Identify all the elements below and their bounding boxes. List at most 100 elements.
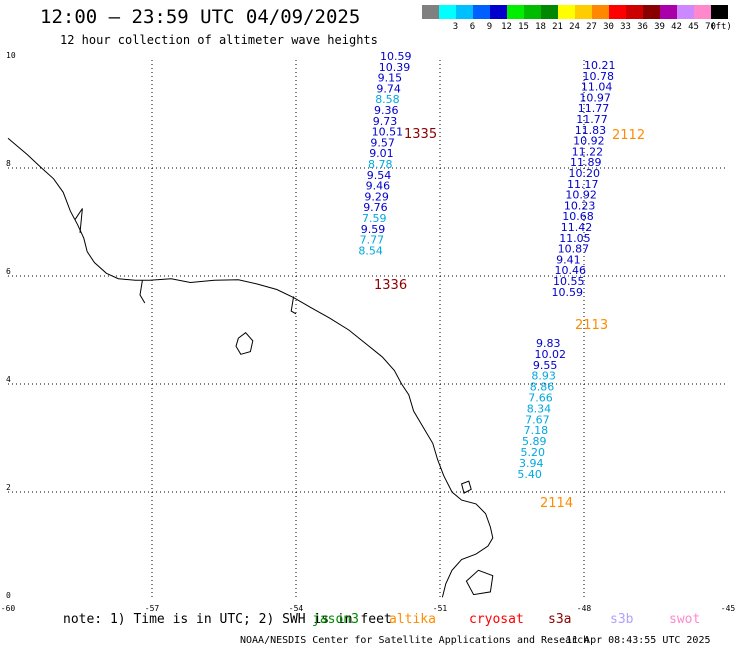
page-title: 12:00 – 23:59 UTC 04/09/2025 (40, 6, 361, 28)
lat-tick-label: 4 (6, 375, 11, 384)
wave-height-label: 11.77 (578, 102, 610, 115)
wave-height-label: 7.67 (525, 413, 550, 426)
wave-height-label: 9.83 (536, 337, 561, 350)
lat-tick-label: 2 (6, 483, 11, 492)
wave-height-label: 10.51 (372, 126, 404, 139)
lat-tick-label: 6 (6, 267, 11, 276)
wave-height-label: 9.74 (376, 82, 401, 95)
wave-height-label: 9.73 (373, 115, 398, 128)
legend-swatch (609, 5, 626, 19)
legend-swatch (422, 5, 439, 19)
legend-swatch (592, 5, 609, 19)
wave-height-label: 10.21 (584, 59, 616, 72)
legend-swatch (507, 5, 524, 19)
wave-height-label: 7.18 (524, 424, 549, 437)
legend-swatch (575, 5, 592, 19)
wave-height-label: 10.59 (380, 50, 412, 63)
lat-tick-label: 10 (6, 51, 16, 60)
wave-height-label: 9.15 (378, 72, 403, 85)
legend-label: 15 (518, 22, 529, 32)
river-outline (139, 280, 146, 304)
wave-height-label: 9.55 (533, 359, 558, 372)
coastline (7, 137, 494, 598)
legend-label: 18 (535, 22, 546, 32)
legend-sat-s3a: s3a (548, 612, 572, 627)
legend-swatch (626, 5, 643, 19)
wave-height-label: 5.20 (521, 446, 546, 459)
wave-height-label: 11.42 (561, 221, 593, 234)
legend-label: 33 (620, 22, 631, 32)
wave-height-label: 11.05 (559, 232, 591, 245)
legend-sat-swot: swot (669, 612, 701, 627)
legend-label: 24 (569, 22, 580, 32)
pass-label: 1336 (374, 278, 407, 293)
wave-height-label: 11.17 (567, 178, 599, 191)
lon-tick-label: -60 (1, 604, 16, 613)
lat-tick-label: 8 (6, 159, 11, 168)
legend-sat-altika: altika (389, 612, 436, 627)
wave-height-label: 7.77 (360, 234, 385, 247)
wave-height-label: 8.58 (375, 93, 400, 106)
legend-label: 21 (552, 22, 563, 32)
wave-height-label: 10.20 (569, 167, 601, 180)
legend-label: 27 (586, 22, 597, 32)
lon-tick-label: -51 (433, 604, 448, 613)
wave-height-label: 10.39 (379, 61, 411, 74)
lat-tick-label: 0 (6, 591, 11, 600)
legend-sat-jason3: jason3 (312, 612, 359, 627)
legend-swatch (558, 5, 575, 19)
wave-height-label: 11.83 (575, 124, 607, 137)
legend-label: 30 (603, 22, 614, 32)
lon-tick-label: -54 (289, 604, 304, 613)
wave-height-label: 10.46 (555, 264, 587, 277)
pass-label: 2113 (575, 318, 608, 333)
wave-height-label: 10.78 (583, 70, 615, 83)
wave-height-label: 8.34 (527, 402, 552, 415)
legend-swatch (439, 5, 456, 19)
wave-height-label: 9.41 (556, 253, 581, 266)
legend-label: 36 (637, 22, 648, 32)
legend-swatch (711, 5, 728, 19)
legend-swatch (660, 5, 677, 19)
legend-swatch (677, 5, 694, 19)
wave-height-label: 10.23 (564, 199, 596, 212)
wave-height-label: 10.55 (553, 275, 585, 288)
wave-height-label: 8.86 (530, 381, 555, 394)
legend-label: 3 (452, 22, 459, 32)
wave-height-label: 10.97 (579, 91, 611, 104)
wave-height-label: 9.36 (374, 104, 399, 117)
legend-label: 39 (654, 22, 665, 32)
legend-swatch (456, 5, 473, 19)
wave-height-label: 9.57 (370, 136, 395, 149)
wave-height-label: 5.40 (517, 468, 542, 481)
legend-swatch (473, 5, 490, 19)
legend-swatch (541, 5, 558, 19)
wave-height-label: 11.77 (576, 113, 608, 126)
pass-label: 2114 (540, 496, 573, 511)
pass-label: 2112 (612, 128, 645, 143)
wave-height-label: 7.66 (528, 392, 553, 405)
wave-height-label: 10.02 (535, 348, 567, 361)
wave-height-label: 10.68 (562, 210, 594, 223)
wave-height-label: 10.59 (552, 286, 584, 299)
wave-height-label: 10.92 (565, 189, 597, 202)
legend-label: 12 (501, 22, 512, 32)
pass-label: 1335 (404, 127, 437, 142)
island-outline (465, 569, 494, 596)
legend-swatch (490, 5, 507, 19)
legend-swatch (643, 5, 660, 19)
wave-height-label: 10.87 (558, 243, 590, 256)
wave-height-label: 5.89 (522, 435, 547, 448)
wave-height-label: 8.78 (368, 158, 393, 171)
wave-height-label: 11.89 (570, 156, 602, 169)
lon-tick-label: -45 (721, 604, 736, 613)
wave-height-label: 8.93 (531, 370, 556, 383)
wave-height-label: 7.59 (362, 212, 387, 225)
footer-timestamp: 11 Apr 08:43:55 UTC 2025 (566, 635, 711, 646)
wave-height-label: 9.01 (369, 147, 394, 160)
legend-label: 9 (486, 22, 493, 32)
legend-label: 6 (469, 22, 476, 32)
legend-swatch (524, 5, 541, 19)
wave-height-label: 9.54 (367, 169, 392, 182)
